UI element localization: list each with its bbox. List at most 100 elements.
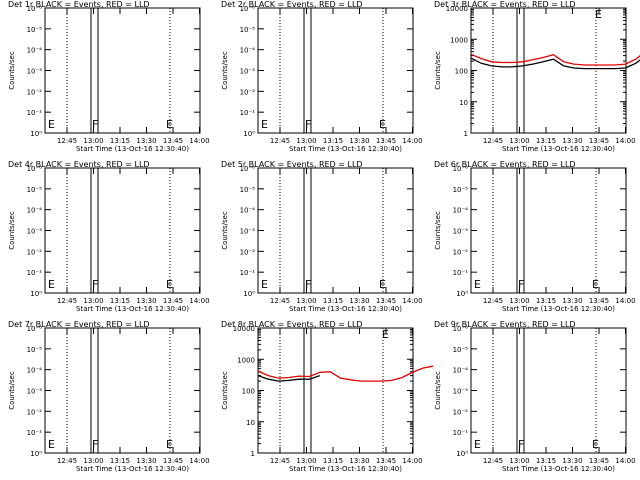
panel-9-flag-f: F [518,438,524,451]
panel-8-y-tick-label: 10000 [233,325,255,333]
panel-4-flag-e: E [166,278,173,291]
panel-5-x-tick-label: 12:45 [270,297,290,305]
panel-6-y-tick-label: 10⁻⁴ [453,207,469,215]
panel-8-flag-e: E [382,328,389,341]
panel-5-x-tick-label: 13:30 [349,297,369,305]
panel-8-y-tick-label: 1000 [237,356,255,364]
panel-1-y-tick-label: 10⁰ [30,130,42,138]
panel-9-y-tick-label: 10⁻⁶ [453,325,469,333]
panel-2-x-axis-label: Start Time (13-Oct-16 12:30:40) [289,145,402,153]
panel-3-x-tick-label: 13:45 [589,137,609,145]
panel-4-y-tick-label: 10⁻⁵ [27,186,43,194]
panel-9-interval-box [516,327,525,454]
panel-9-y-tick-label: 10⁰ [456,450,468,458]
panel-6-title: Det 6r BLACK = Events, RED = LLD [434,160,576,169]
panel-4-x-tick-label: 13:15 [110,297,130,305]
panel-4-y-tick-label: 10⁻⁴ [27,207,43,215]
panel-6-y-tick-label: 10⁻¹ [453,269,469,277]
panel-5-interval-box [303,167,312,294]
panel-9-y-axis-label: Counts/sec [434,371,442,410]
panel-7-interval-box [90,327,99,454]
panel-9-title: Det 9r BLACK = Events, RED = LLD [434,320,576,329]
panel-2-y-tick-label: 10⁻² [240,88,256,96]
panel-9-x-tick-label: 13:15 [536,457,556,465]
panel-7-y-tick-label: 10⁻³ [27,388,43,396]
panel-6-flag-e: E [592,278,599,291]
panel-9-x-tick-label: 14:00 [615,457,635,465]
panel-7-frame [44,327,201,454]
panel-4-flag-e: E [48,278,55,291]
panel-9-x-tick-label: 13:00 [509,457,529,465]
panel-5-y-tick-label: 10⁻⁴ [240,207,256,215]
panel-2-x-tick-label: 12:45 [270,137,290,145]
panel-6-x-tick-label: 14:00 [615,297,635,305]
panel-4-title: Det 4r BLACK = Events, RED = LLD [8,160,150,169]
panel-2-frame [257,7,414,134]
panel-2-y-tick-label: 10⁻⁴ [240,47,256,55]
panel-5-flag-f: F [305,278,311,291]
panel-3-interval-box [516,7,525,134]
panel-2-x-tick-label: 13:45 [376,137,396,145]
panel-1-x-tick-label: 13:30 [136,137,156,145]
panel-1-y-tick-label: 10⁻⁴ [27,47,43,55]
panel-3-y-tick-label: 1000 [450,36,468,44]
panel-5-y-tick-label: 10⁻⁶ [240,165,256,173]
panel-2-flag-e: E [261,118,268,131]
panel-3-y-tick-label: 1 [464,130,468,138]
panel-8-x-tick-label: 13:15 [323,457,343,465]
panel-4-interval-box [90,167,99,294]
panel-9-flag-e: E [474,438,481,451]
panel-5-y-tick-label: 10⁰ [243,290,255,298]
panel-3-x-axis-label: Start Time (13-Oct-16 12:30:40) [502,145,615,153]
panel-4-frame [44,167,201,294]
panel-4-y-tick-label: 10⁻¹ [27,269,43,277]
panel-7-y-tick-label: 10⁻⁴ [27,367,43,375]
panel-6-frame [470,167,627,294]
panel-6-x-tick-label: 13:15 [536,297,556,305]
panel-7-flag-e: E [48,438,55,451]
panel-5-flag-e: E [379,278,386,291]
panel-4-y-tick-label: 10⁰ [30,290,42,298]
panel-7-x-tick-label: 13:15 [110,457,130,465]
panel-2-y-tick-label: 10⁻⁶ [240,5,256,13]
panel-8-frame [257,327,414,454]
panel-3-y-tick-label: 10000 [446,5,468,13]
panel-2-x-tick-label: 14:00 [402,137,422,145]
panel-9-x-tick-label: 13:45 [589,457,609,465]
panel-6-y-tick-label: 10⁻³ [453,228,469,236]
panel-8-series-events [257,374,321,382]
panel-1-x-tick-label: 13:00 [83,137,103,145]
panel-6-y-tick-label: 10⁻⁵ [453,186,469,194]
panel-4-x-tick-label: 12:45 [57,297,77,305]
panel-6-y-tick-label: 10⁰ [456,290,468,298]
panel-9-y-tick-label: 10⁻⁵ [453,346,469,354]
panel-3-y-tick-label: 100 [455,68,468,76]
panel-1-flag-e: E [48,118,55,131]
panel-1-y-axis-label: Counts/sec [8,51,16,90]
panel-8-x-tick-label: 14:00 [402,457,422,465]
panel-3-x-tick-label: 14:00 [615,137,635,145]
panel-8-y-tick-label: 1 [251,450,255,458]
panel-4-y-tick-label: 10⁻⁶ [27,165,43,173]
panel-6-interval-box [516,167,525,294]
panel-3-y-axis-label: Counts/sec [434,51,442,90]
panel-3-frame [470,7,627,134]
panel-4-y-tick-label: 10⁻² [27,248,43,256]
panel-8-title: Det 8r BLACK = Events, RED = LLD [221,320,363,329]
panel-7-title: Det 7r BLACK = Events, RED = LLD [8,320,150,329]
panel-1-y-tick-label: 10⁻² [27,88,43,96]
panel-7-y-tick-label: 10⁻¹ [27,429,43,437]
panel-5-x-tick-label: 13:00 [296,297,316,305]
panel-3-title: Det 3r BLACK = Events, RED = LLD [434,0,576,9]
panel-8-y-tick-label: 10 [246,419,255,427]
panel-6-x-tick-label: 13:30 [562,297,582,305]
panel-9-y-tick-label: 10⁻⁴ [453,367,469,375]
panel-6-y-tick-label: 10⁻⁶ [453,165,469,173]
panel-5-x-tick-label: 13:45 [376,297,396,305]
panel-8-x-tick-label: 13:30 [349,457,369,465]
panel-6-x-tick-label: 12:45 [483,297,503,305]
panel-9-y-tick-label: 10⁻³ [453,388,469,396]
panel-9-frame [470,327,627,454]
panel-9-x-tick-label: 12:45 [483,457,503,465]
panel-5-y-tick-label: 10⁻² [240,248,256,256]
